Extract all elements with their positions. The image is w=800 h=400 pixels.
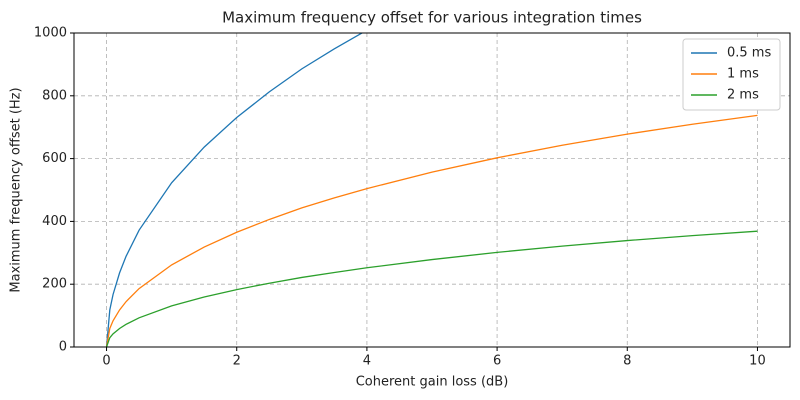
series-line [105,33,364,347]
x-tick-label: 8 [623,354,631,369]
x-tick-label: 10 [749,354,766,369]
x-tick-label: 2 [233,354,241,369]
y-tick-label: 200 [42,277,67,292]
y-tick-label: 0 [59,340,67,355]
legend: 0.5 ms 1 ms 2 ms [682,38,781,111]
x-tick-label: 0 [102,354,110,369]
legend-label: 2 ms [727,88,759,103]
x-axis-label: Coherent gain loss (dB) [356,375,509,390]
y-axis-label: Maximum frequency offset (Hz) [9,87,24,292]
legend-label: 1 ms [727,67,759,82]
plot-lines [105,33,758,347]
legend-box [682,38,781,111]
y-tick-label: 1000 [34,26,67,41]
plot-frame [73,32,791,348]
series-line [105,230,758,347]
y-tick-label: 600 [42,151,67,166]
y-tick-label: 800 [42,88,67,103]
x-tick-label: 6 [493,354,501,369]
legend-label: 0.5 ms [727,46,771,61]
chart-title: Maximum frequency offset for various int… [222,9,642,27]
series-line [105,114,758,347]
y-tick-label: 400 [42,214,67,229]
x-tick-label: 4 [363,354,371,369]
